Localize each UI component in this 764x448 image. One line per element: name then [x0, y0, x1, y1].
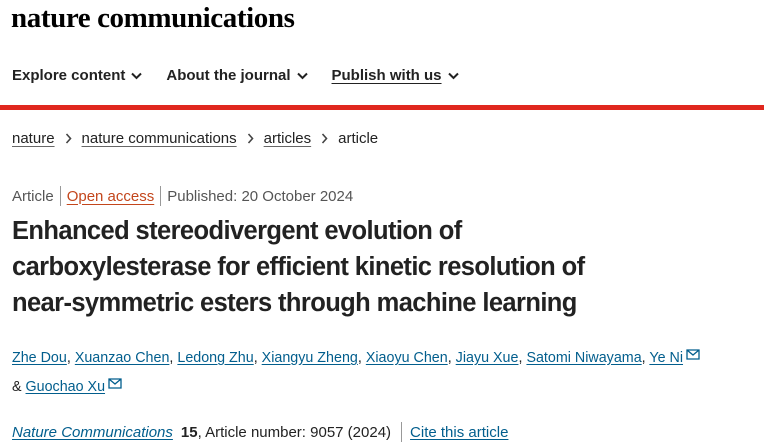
author-link[interactable]: Ledong Zhu	[177, 350, 254, 366]
chevron-icon	[296, 72, 308, 79]
citation-details: , Article number: 9057 (2024)	[197, 423, 392, 441]
nav-item[interactable]: About the journal	[166, 67, 308, 84]
article-title: Enhanced stereodivergent evolution of ca…	[12, 213, 585, 321]
separator	[160, 186, 162, 206]
author-link[interactable]: Xiangyu Zheng	[261, 350, 358, 366]
author-separator: ,	[66, 350, 71, 366]
chevron-icon	[247, 133, 254, 144]
author-joiner: &	[12, 379, 22, 395]
author-link[interactable]: Zhe Dou	[12, 350, 67, 366]
author-separator: ,	[447, 350, 452, 366]
author-separator: ,	[169, 350, 174, 366]
email-icon[interactable]	[108, 378, 122, 389]
author-separator: ,	[357, 350, 362, 366]
breadcrumb: nature nature communications articles ar…	[12, 130, 378, 147]
author-link[interactable]: Xiaoyu Chen	[365, 350, 448, 366]
chevron-icon	[447, 72, 459, 79]
nav-label[interactable]: About the journal	[166, 67, 291, 84]
chevron-icon	[322, 133, 328, 144]
author-line: Zhe Dou, Xuanzao Chen, Ledong Zhu, Xiang…	[12, 344, 700, 373]
author-separator: ,	[641, 350, 646, 366]
author-separator: ,	[518, 350, 523, 366]
author-list: Zhe Dou, Xuanzao Chen, Ledong Zhu, Xiang…	[12, 344, 700, 402]
author-line: & Guochao Xu	[12, 373, 700, 402]
volume: 15	[180, 423, 198, 441]
separator	[401, 422, 403, 442]
breadcrumb-link[interactable]: articles	[263, 130, 312, 147]
author-link[interactable]: Satomi Niwayama	[526, 350, 642, 366]
author-link[interactable]: Xuanzao Chen	[74, 350, 170, 366]
header-rule	[0, 105, 764, 110]
title-line: carboxylesterase for efficient kinetic r…	[12, 253, 585, 281]
published-date: Published: 20 October 2024	[167, 187, 354, 205]
chevron-icon	[65, 133, 72, 144]
citation: Nature Communications 15 , Article numbe…	[12, 422, 508, 442]
nav-item[interactable]: Publish with us	[332, 67, 459, 84]
open-access-link[interactable]: Open access	[66, 187, 155, 205]
logo[interactable]: nature communications	[11, 2, 295, 34]
nav-label[interactable]: Publish with us	[331, 67, 442, 84]
nav-label[interactable]: Explore content	[12, 67, 126, 84]
article-type: Article	[12, 187, 54, 205]
email-icon[interactable]	[686, 349, 700, 360]
journal-link[interactable]: Nature Communications	[12, 423, 173, 441]
breadcrumb-link[interactable]: nature	[12, 130, 55, 147]
breadcrumb-link[interactable]: nature communications	[81, 130, 237, 147]
article-meta: Article Open access Published: 20 Octobe…	[12, 186, 353, 206]
breadcrumb-current: article	[338, 130, 379, 147]
title-line: near-symmetric esters through machine le…	[12, 289, 577, 317]
author-separator: ,	[253, 350, 258, 366]
nav-bar: Explore content About the journal Publis…	[12, 67, 459, 84]
author-link[interactable]: Ye Ni	[649, 350, 684, 366]
title-line: Enhanced stereodivergent evolution of	[12, 217, 462, 245]
separator	[59, 186, 61, 206]
cite-link[interactable]: Cite this article	[410, 423, 509, 441]
author-link[interactable]: Jiayu Xue	[455, 350, 519, 366]
chevron-icon	[131, 72, 143, 79]
nav-item[interactable]: Explore content	[12, 67, 143, 84]
author-link[interactable]: Guochao Xu	[25, 379, 106, 395]
